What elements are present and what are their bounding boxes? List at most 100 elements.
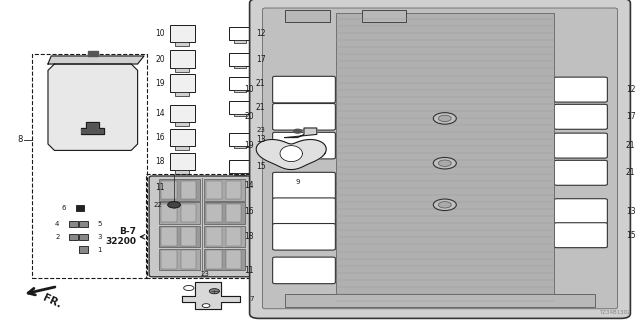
Text: 5: 5 xyxy=(97,221,102,227)
Bar xyxy=(170,153,195,171)
Bar xyxy=(175,147,189,150)
FancyBboxPatch shape xyxy=(262,8,618,309)
Text: 18: 18 xyxy=(156,157,165,166)
Bar xyxy=(229,160,251,173)
Circle shape xyxy=(433,113,456,124)
FancyBboxPatch shape xyxy=(554,199,607,224)
Bar xyxy=(170,51,195,68)
Text: 16: 16 xyxy=(244,207,254,216)
Bar xyxy=(159,179,200,201)
Bar xyxy=(206,250,222,269)
Text: 11: 11 xyxy=(156,183,165,192)
Text: 21: 21 xyxy=(626,141,636,150)
Bar xyxy=(175,43,189,46)
FancyBboxPatch shape xyxy=(273,76,335,103)
Text: 21: 21 xyxy=(256,79,266,88)
Bar xyxy=(206,227,222,246)
Bar xyxy=(146,174,258,278)
Bar xyxy=(79,234,88,240)
Bar xyxy=(234,40,246,43)
FancyBboxPatch shape xyxy=(273,224,335,250)
Text: 19: 19 xyxy=(244,141,254,150)
Polygon shape xyxy=(48,64,138,150)
Text: 12: 12 xyxy=(256,29,266,38)
Text: 20: 20 xyxy=(244,112,254,121)
FancyBboxPatch shape xyxy=(149,176,255,277)
Bar xyxy=(161,250,177,269)
Bar xyxy=(170,74,195,92)
Bar xyxy=(170,25,195,43)
Bar xyxy=(170,179,195,196)
Circle shape xyxy=(168,202,180,208)
Bar xyxy=(234,90,246,92)
Bar xyxy=(285,10,330,22)
FancyBboxPatch shape xyxy=(273,257,335,284)
Text: 14: 14 xyxy=(156,109,165,118)
Bar xyxy=(175,196,189,200)
Text: 7: 7 xyxy=(250,296,254,302)
Text: 1: 1 xyxy=(97,247,102,252)
FancyBboxPatch shape xyxy=(554,133,607,158)
Bar xyxy=(206,181,222,199)
Text: 32200: 32200 xyxy=(106,237,136,246)
Text: 23: 23 xyxy=(257,127,266,132)
Bar xyxy=(170,105,195,122)
Text: 3: 3 xyxy=(97,234,102,240)
Bar xyxy=(336,13,554,304)
Polygon shape xyxy=(285,128,317,138)
Bar xyxy=(69,234,78,240)
Bar xyxy=(180,181,196,199)
FancyBboxPatch shape xyxy=(554,77,607,102)
Circle shape xyxy=(438,115,451,122)
Bar xyxy=(204,249,245,270)
FancyBboxPatch shape xyxy=(554,160,607,185)
FancyBboxPatch shape xyxy=(554,104,607,129)
FancyBboxPatch shape xyxy=(273,198,335,225)
Bar xyxy=(229,27,251,40)
Bar xyxy=(229,53,251,66)
FancyBboxPatch shape xyxy=(273,132,335,159)
Text: B-7: B-7 xyxy=(119,228,136,236)
Polygon shape xyxy=(81,122,104,134)
Text: FR.: FR. xyxy=(42,293,63,310)
Bar xyxy=(32,54,147,278)
Circle shape xyxy=(433,199,456,211)
Text: 20: 20 xyxy=(156,55,165,64)
Bar xyxy=(226,181,241,199)
Bar xyxy=(226,227,241,246)
Polygon shape xyxy=(48,56,144,64)
Text: 2: 2 xyxy=(55,234,60,240)
Text: 18: 18 xyxy=(244,232,254,241)
Text: 21: 21 xyxy=(256,103,266,112)
Bar xyxy=(69,221,78,227)
Bar xyxy=(204,179,245,201)
Bar xyxy=(79,246,88,253)
Bar xyxy=(226,204,241,222)
Text: 6: 6 xyxy=(61,205,66,211)
Text: 21: 21 xyxy=(626,168,636,177)
Bar xyxy=(170,129,195,147)
Text: TZ34B1302: TZ34B1302 xyxy=(599,310,630,315)
Bar xyxy=(180,250,196,269)
Bar xyxy=(234,114,246,116)
Polygon shape xyxy=(280,146,303,162)
Bar xyxy=(76,205,84,211)
Text: 14: 14 xyxy=(244,181,254,190)
Text: 19: 19 xyxy=(156,79,165,88)
Bar xyxy=(79,221,88,227)
Circle shape xyxy=(438,160,451,166)
Bar xyxy=(234,173,246,175)
Text: 9: 9 xyxy=(295,179,300,185)
Circle shape xyxy=(438,202,451,208)
Polygon shape xyxy=(182,282,240,309)
Text: 15: 15 xyxy=(256,162,266,171)
Text: 4: 4 xyxy=(55,221,60,227)
Bar xyxy=(159,203,200,224)
FancyBboxPatch shape xyxy=(273,172,335,199)
Bar xyxy=(161,227,177,246)
Text: 16: 16 xyxy=(156,133,165,142)
Text: 23: 23 xyxy=(200,271,209,277)
Bar xyxy=(175,92,189,96)
Bar xyxy=(229,133,251,146)
Text: 13: 13 xyxy=(256,135,266,144)
